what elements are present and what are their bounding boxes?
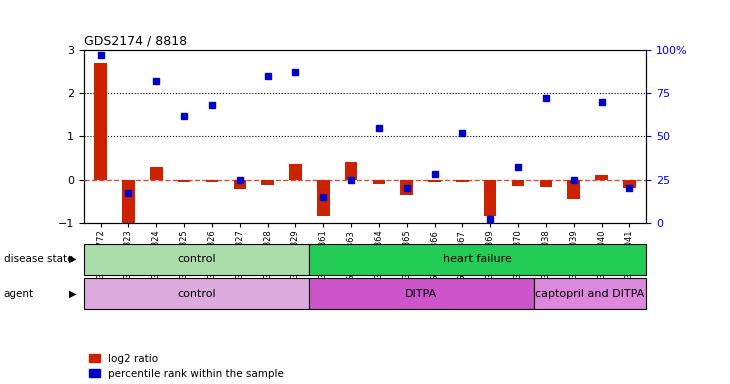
- Bar: [534, 278, 646, 309]
- Bar: [345, 162, 358, 180]
- Text: ▶: ▶: [69, 254, 77, 264]
- Bar: [401, 180, 413, 195]
- Bar: [178, 180, 191, 182]
- Bar: [150, 167, 163, 180]
- Bar: [623, 180, 636, 188]
- Bar: [261, 180, 274, 185]
- Bar: [84, 278, 309, 309]
- Bar: [372, 180, 385, 184]
- Bar: [84, 244, 309, 275]
- Text: heart failure: heart failure: [443, 254, 512, 264]
- Bar: [309, 244, 646, 275]
- Bar: [512, 180, 524, 186]
- Bar: [456, 180, 469, 182]
- Text: GDS2174 / 8818: GDS2174 / 8818: [84, 35, 187, 48]
- Bar: [94, 63, 107, 180]
- Text: ▶: ▶: [69, 289, 77, 299]
- Bar: [429, 180, 441, 182]
- Bar: [122, 180, 135, 223]
- Bar: [309, 278, 534, 309]
- Text: DITPA: DITPA: [405, 289, 437, 299]
- Text: captopril and DITPA: captopril and DITPA: [535, 289, 645, 299]
- Bar: [206, 180, 218, 182]
- Text: disease state: disease state: [4, 254, 73, 264]
- Bar: [595, 175, 608, 180]
- Bar: [317, 180, 329, 216]
- Bar: [234, 180, 246, 189]
- Legend: log2 ratio, percentile rank within the sample: log2 ratio, percentile rank within the s…: [89, 354, 284, 379]
- Text: agent: agent: [4, 289, 34, 299]
- Text: control: control: [177, 254, 215, 264]
- Bar: [484, 180, 496, 216]
- Bar: [289, 164, 301, 180]
- Text: control: control: [177, 289, 215, 299]
- Bar: [567, 180, 580, 199]
- Bar: [539, 180, 552, 187]
